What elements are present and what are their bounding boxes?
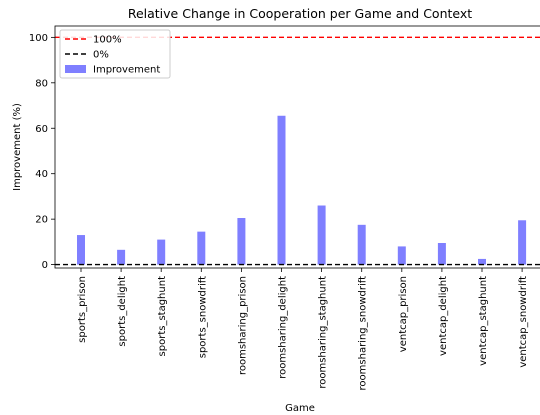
- bar-sports_delight: [117, 249, 126, 265]
- x-tick-label: sports_snowdrift: [197, 276, 208, 358]
- x-tick-label: roomsharing_prison: [237, 276, 248, 375]
- plot-frame: [54, 25, 540, 269]
- y-tick-label: 40: [35, 169, 48, 180]
- bars-group: [77, 115, 527, 265]
- x-tick-label: ventcap_snowdrift: [518, 276, 529, 368]
- x-axis: sports_prison sports_delight sports_staghu…: [77, 268, 529, 390]
- bar-sports_snowdrift: [197, 231, 206, 265]
- x-tick-label: sports_staghunt: [157, 276, 168, 357]
- bar-ventcap_prison: [397, 246, 406, 265]
- legend: 100% 0% Improvement: [59, 29, 171, 79]
- bar-ventcap_staghunt: [478, 258, 486, 265]
- legend-swatch: [65, 65, 86, 73]
- y-tick-label: 100: [29, 33, 48, 44]
- chart-title: Relative Change in Cooperation per Game …: [128, 6, 472, 21]
- bar-sports_prison: [77, 235, 85, 265]
- x-axis-label: Game: [285, 403, 315, 414]
- y-axis-label: Improvement (%): [12, 103, 23, 191]
- x-tick-label: roomsharing_snowdrift: [358, 276, 369, 391]
- x-tick-label: sports_prison: [77, 276, 88, 343]
- bar-roomsharing_snowdrift: [357, 224, 366, 265]
- bar-roomsharing_delight: [277, 115, 286, 265]
- y-tick-label: 20: [35, 215, 48, 226]
- y-tick-label: 60: [35, 124, 48, 135]
- legend-label: 100%: [93, 35, 122, 46]
- bar-sports_staghunt: [157, 239, 166, 265]
- x-tick-label: ventcap_delight: [438, 276, 449, 356]
- bar-roomsharing_prison: [237, 218, 246, 265]
- bar-ventcap_delight: [437, 243, 446, 265]
- bar-roomsharing_staghunt: [317, 205, 326, 265]
- x-tick-label: sports_delight: [117, 276, 128, 347]
- bar-ventcap_snowdrift: [518, 220, 527, 265]
- x-tick-label: ventcap_prison: [398, 276, 409, 352]
- legend-label: Improvement: [93, 65, 160, 76]
- y-tick-label: 80: [35, 78, 48, 89]
- x-tick-label: roomsharing_staghunt: [318, 276, 329, 389]
- y-axis: 0 20 40 60 80 100: [29, 33, 55, 271]
- x-tick-label: ventcap_staghunt: [478, 276, 489, 366]
- legend-label: 0%: [93, 50, 109, 61]
- y-tick-label: 0: [42, 260, 48, 271]
- legend-box: [59, 29, 171, 79]
- x-tick-label: roomsharing_delight: [278, 276, 289, 379]
